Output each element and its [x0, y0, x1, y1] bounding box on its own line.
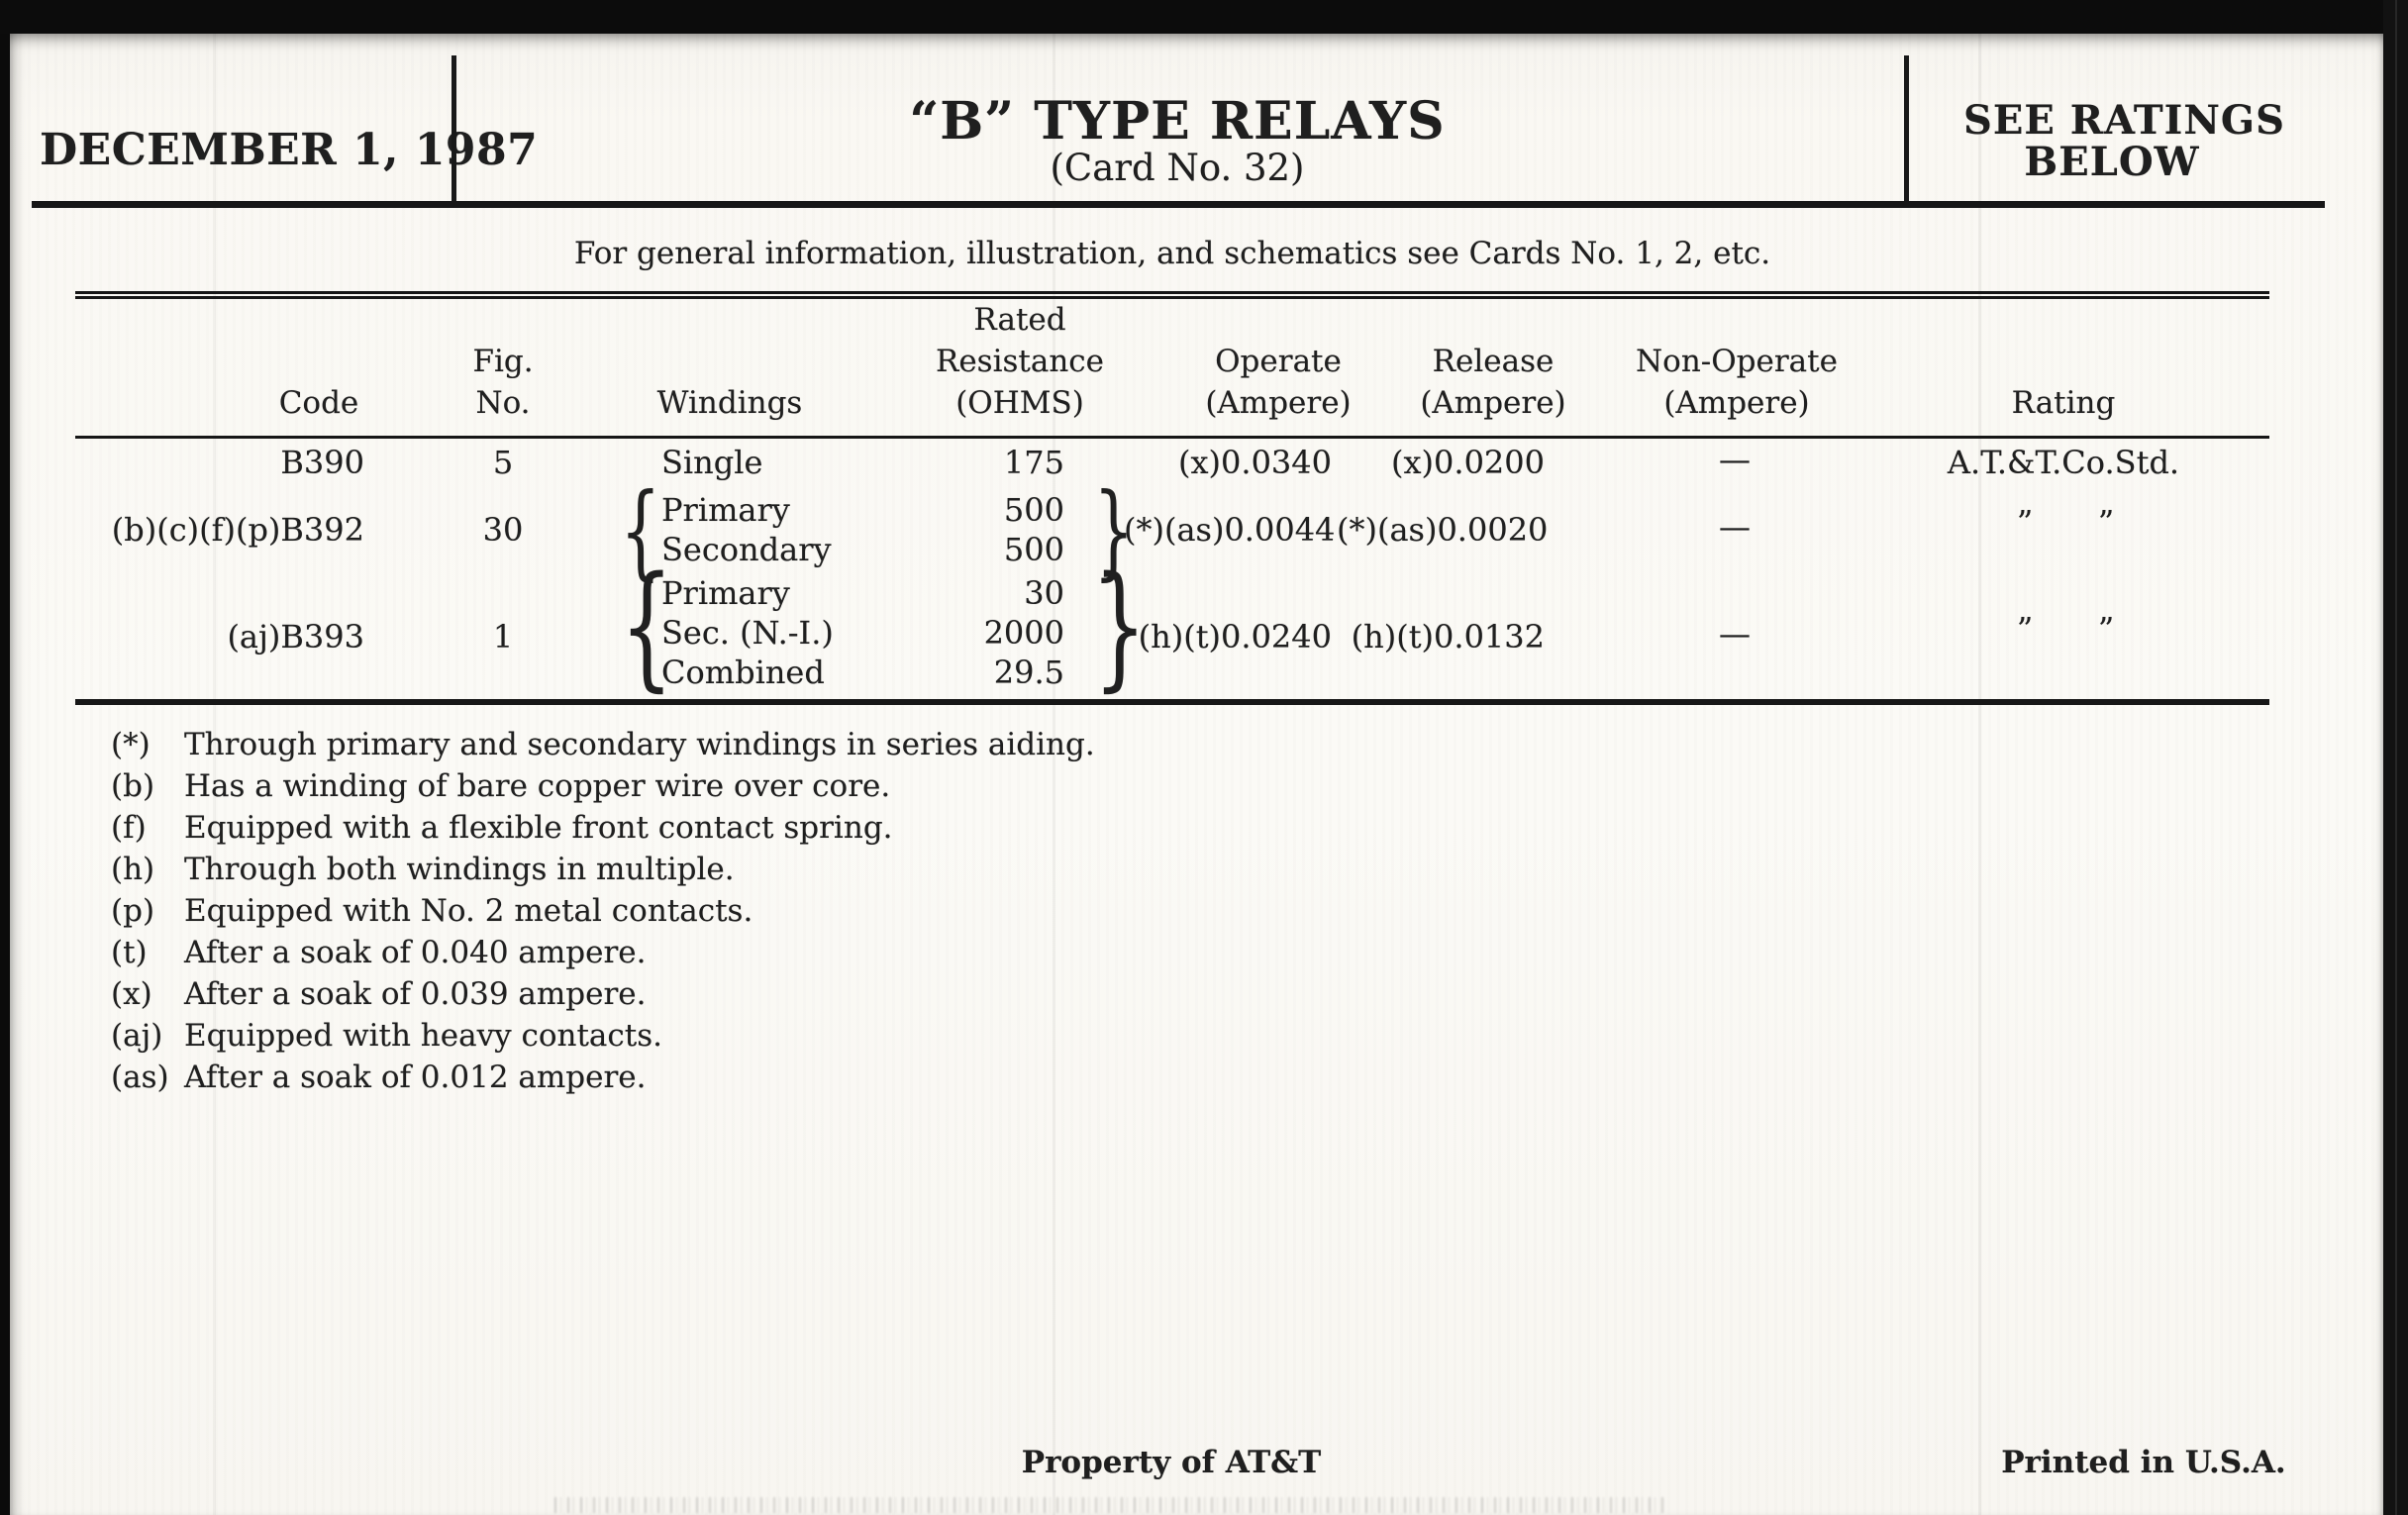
ratings-note-line1: SEE RATINGS: [1963, 97, 2285, 144]
footer-printed-in: Printed in U.S.A.: [2001, 1445, 2286, 1480]
scan-crease: [1978, 34, 1981, 1515]
row-release-value: (h)(t)0.0132: [1351, 618, 1545, 656]
row-fig-no: 30: [482, 511, 524, 549]
row-code: (aj)B393: [227, 618, 364, 656]
card-date: DECEMBER 1, 1987: [40, 125, 539, 175]
col-header-resistance-line2: Resistance: [935, 344, 1105, 379]
footnote-text: Through primary and secondary windings i…: [184, 727, 1095, 762]
table-top-rule: [75, 291, 2269, 299]
row-fig-no: 5: [492, 444, 514, 481]
row-winding-ohms: 175: [1003, 444, 1064, 481]
winding-group-brace-open: {: [620, 549, 674, 705]
rating-ditto-mark: ”: [2097, 503, 2115, 541]
card-title: “B” TYPE RELAYS: [909, 91, 1446, 152]
footnote-text: Has a winding of bare copper wire over c…: [184, 768, 891, 804]
col-header-release-line1: Release: [1432, 344, 1555, 379]
col-header-windings: Windings: [656, 385, 803, 421]
footnote-label: (as): [111, 1060, 169, 1095]
col-header-ohms: (OHMS): [955, 385, 1084, 421]
col-header-resistance-line1: Rated: [973, 302, 1066, 338]
row-release-value: (x)0.0200: [1391, 444, 1545, 481]
scan-right-band-line: [2395, 0, 2397, 1515]
row-operate-value: (h)(t)0.0240: [1138, 618, 1332, 656]
footnote-label: (x): [111, 976, 152, 1012]
row-winding-name: Primary: [661, 491, 790, 529]
row-code: B390: [280, 444, 364, 481]
col-header-fig-line2: No.: [475, 385, 531, 421]
non-operate-dash: —: [1719, 615, 1751, 653]
col-header-release-line2: (Ampere): [1420, 385, 1566, 421]
scan-crease: [1053, 34, 1055, 1515]
scan-bottom-speckle: [554, 1497, 1663, 1513]
rating-ditto-mark: ”: [2016, 503, 2034, 541]
footnote-label: (*): [111, 727, 150, 762]
row-fig-no: 1: [492, 618, 514, 656]
footnote-label: (b): [111, 768, 155, 804]
row-winding-name: Primary: [661, 574, 790, 612]
col-header-rating: Rating: [2011, 385, 2116, 421]
card-subtitle: (Card No. 32): [1050, 147, 1305, 189]
row-rating: A.T.&T.Co.Std.: [1947, 444, 2180, 481]
col-header-operate-line1: Operate: [1215, 344, 1342, 379]
footnote-text: Through both windings in multiple.: [184, 852, 735, 887]
footnote-text: After a soak of 0.039 ampere.: [184, 976, 647, 1012]
footnote-label: (t): [111, 935, 148, 970]
col-header-code: Code: [278, 385, 359, 421]
footnote-text: Equipped with heavy contacts.: [184, 1018, 662, 1054]
footnote-label: (aj): [111, 1018, 163, 1054]
footnote-label: (f): [111, 810, 147, 846]
col-header-operate-line2: (Ampere): [1205, 385, 1352, 421]
row-winding-name: Single: [661, 444, 763, 481]
footnote-label: (p): [111, 893, 155, 929]
row-winding-ohms: 30: [1024, 574, 1064, 612]
ratings-note-line2: BELOW: [2024, 139, 2200, 185]
non-operate-dash: —: [1719, 508, 1751, 546]
non-operate-dash: —: [1719, 441, 1751, 478]
footer-property-of: Property of AT&T: [1021, 1445, 1322, 1480]
col-header-nonoperate-line1: Non-Operate: [1636, 344, 1838, 379]
header-rule: [32, 201, 2325, 208]
info-line: For general information, illustration, a…: [573, 236, 1771, 271]
row-winding-name: Sec. (N.-I.): [661, 614, 834, 652]
row-operate-value: (x)0.0340: [1178, 444, 1332, 481]
row-winding-ohms: 2000: [983, 614, 1064, 652]
rating-ditto-mark: ”: [2097, 610, 2115, 648]
header-divider-left: [452, 55, 456, 204]
paper-background: [10, 34, 2383, 1515]
footnote-text: Equipped with No. 2 metal contacts.: [184, 893, 753, 929]
row-code: (b)(c)(f)(p)B392: [111, 511, 364, 549]
footnote-text: After a soak of 0.040 ampere.: [184, 935, 647, 970]
footnote-text: Equipped with a flexible front contact s…: [184, 810, 893, 846]
row-operate-value: (*)(as)0.0044: [1124, 511, 1336, 549]
row-winding-ohms: 500: [1003, 531, 1064, 568]
col-header-nonoperate-line2: (Ampere): [1663, 385, 1810, 421]
row-winding-name: Combined: [661, 654, 825, 691]
footnote-label: (h): [111, 852, 155, 887]
table-header-rule: [75, 436, 2269, 439]
footnote-text: After a soak of 0.012 ampere.: [184, 1060, 647, 1095]
table-bottom-rule: [75, 699, 2269, 705]
scan-right-band: [2383, 0, 2408, 1515]
header-divider-right: [1904, 55, 1909, 204]
row-release-value: (*)(as)0.0020: [1337, 511, 1549, 549]
col-header-fig-line1: Fig.: [472, 344, 534, 379]
row-winding-ohms: 29.5: [993, 654, 1064, 691]
rating-ditto-mark: ”: [2016, 610, 2034, 648]
row-winding-ohms: 500: [1003, 491, 1064, 529]
scan-crease: [213, 34, 216, 1515]
winding-group-brace-close: }: [1093, 549, 1148, 705]
row-winding-name: Secondary: [661, 531, 832, 568]
scan-top-band: [0, 0, 2408, 34]
